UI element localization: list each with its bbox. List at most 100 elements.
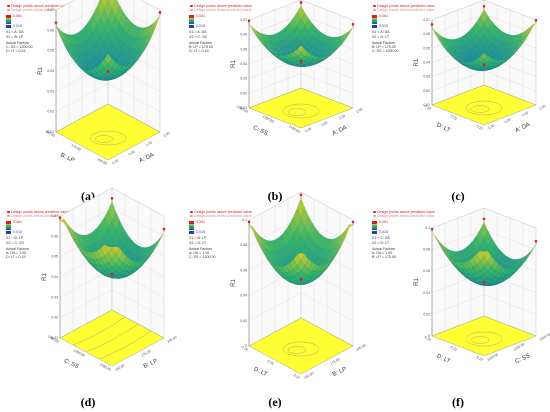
surface-cell [74, 240, 83, 253]
z-tick-label: 0.06 [423, 32, 430, 36]
y-tick-label: 1200.00 [262, 114, 275, 124]
subfigure-caption: (c) [451, 189, 465, 203]
z-tick-label: 0.08 [423, 248, 430, 252]
subfigure-caption: (d) [80, 395, 96, 409]
surface-cell [308, 43, 317, 51]
response-surface [248, 5, 354, 67]
floor-contour [85, 323, 139, 353]
grid-line [248, 0, 354, 21]
surface-cell [487, 50, 496, 58]
z-tick-label: 0.06 [423, 269, 430, 273]
design-point [299, 1, 303, 4]
x-tick-label: 175.00 [141, 349, 152, 358]
surface-cell [502, 268, 511, 275]
floor-contour [89, 130, 127, 146]
surface-panel-a: Design points above predicted value Desig… [0, 0, 183, 206]
legend-factor-line: X1 = A: DA [372, 30, 390, 35]
legend-factor-line: X2 = B: LP [6, 34, 24, 39]
surface-cell [67, 50, 75, 61]
legend-marker-label: Design points below predicted value [11, 214, 69, 219]
x-axis-label: A: DA [138, 152, 155, 164]
design-point [482, 4, 486, 8]
legend-swatch [6, 230, 11, 234]
legend-dot-icon [373, 4, 376, 8]
surface-cell [446, 256, 455, 267]
surface-cell [319, 263, 328, 272]
surface-cell [267, 45, 276, 53]
surface-cell [59, 29, 68, 43]
surface-cell [476, 69, 485, 71]
surface-cell [66, 41, 75, 53]
legend-factor-line: B: LP = 175.00 [372, 254, 396, 259]
floor-contour [465, 100, 503, 116]
surface-cell [134, 260, 142, 268]
z-tick-label: 0.01 [240, 106, 247, 110]
x-tick-label: 0.00 [504, 117, 512, 124]
legend-color-bar [372, 18, 377, 25]
z-tick-label: 0.04 [51, 275, 58, 279]
surface-cell [267, 248, 276, 260]
surface-cell [450, 39, 459, 47]
surface-cell [330, 48, 339, 56]
surface-cell [435, 31, 444, 42]
surface-cell [85, 251, 94, 260]
z-tick-label: 0.05 [51, 255, 58, 259]
legend-factor-line: B: LP = 175.00 [372, 44, 396, 49]
surface-cell [96, 63, 105, 72]
legend-block: Design points above predicted value Desig… [6, 4, 106, 74]
y-tick-label: 0.12 [293, 373, 301, 380]
x-tick-label: 1.00 [338, 114, 346, 121]
y-tick-label: 1100.00 [99, 362, 111, 372]
legend-marker-label: Design points above predicted value [11, 4, 69, 8]
design-point [110, 272, 114, 276]
surface-cell [487, 20, 496, 33]
surface-cell [122, 256, 131, 266]
surface-cell [334, 42, 342, 51]
surface-cell [483, 66, 492, 69]
surface-cell [267, 40, 276, 48]
legend-factor-line: C: SS = 1200.00 [189, 254, 216, 259]
surface-cell [308, 23, 316, 35]
legend-factor-line: A: DA = 1.00 [6, 250, 27, 255]
surface-cell [282, 265, 291, 273]
legend-dot-icon [7, 214, 10, 218]
legend-dot-icon [7, 4, 10, 8]
grid-line [248, 191, 354, 221]
y-axis-label: D: LT [436, 353, 452, 365]
legend-factor-line: Actual Factors [189, 40, 212, 45]
floor-contour [94, 135, 114, 143]
surface-cell [81, 67, 90, 74]
surface-cell [104, 79, 112, 81]
surface-cell [450, 53, 459, 60]
y-axis-label: D: LT [253, 367, 269, 379]
surface-cell [126, 20, 135, 36]
surface-cell [326, 51, 335, 58]
surface-cell [133, 54, 142, 65]
legend-factor-line: X2 = D: LT [372, 34, 390, 39]
z-tick-label: 0.02 [423, 312, 430, 316]
y-tick-label: 0.12 [476, 124, 484, 131]
surface-cell [274, 55, 283, 61]
surface-cell [465, 66, 473, 70]
legend-range-label: 0.015 [196, 230, 205, 235]
surface-cell [487, 58, 496, 64]
y-tick-label: 0.18 [424, 104, 432, 111]
legend-factor-line: B: LP = 175.00 [189, 44, 213, 49]
surface-cell [491, 59, 500, 64]
surface-cell [141, 255, 150, 265]
z-tick-label: 0.08 [240, 243, 247, 247]
surface-cell [126, 62, 135, 71]
surface-cell [450, 49, 459, 57]
z-tick-label: 0.06 [47, 28, 54, 32]
legend-range-label: 0.061 [13, 220, 22, 225]
surface-cell [443, 46, 451, 55]
legend-factor-line: Actual Factors [372, 246, 395, 251]
legend-color-bar [189, 18, 194, 25]
surface-cell [509, 266, 518, 274]
y-tick-label: 0.15 [450, 345, 458, 352]
surface-cell [323, 54, 331, 60]
surface-cell [297, 45, 305, 54]
surface-cell [74, 242, 83, 255]
surface-cell [260, 40, 268, 49]
